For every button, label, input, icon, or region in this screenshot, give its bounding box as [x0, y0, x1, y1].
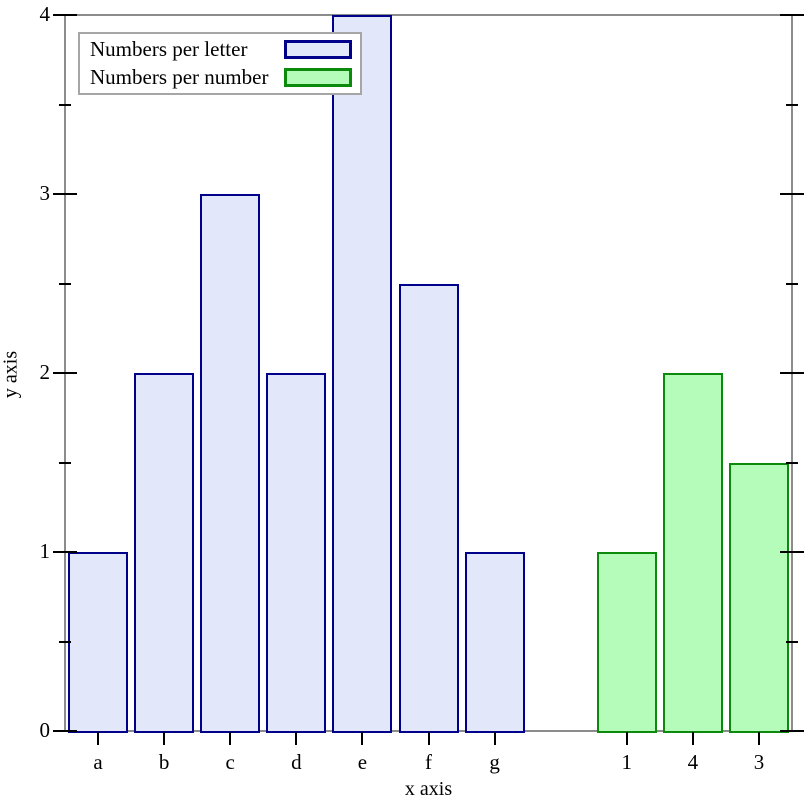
bar-e: [332, 15, 393, 733]
bar-d: [266, 373, 327, 733]
axis-tick: [59, 103, 71, 106]
axis-tick: [691, 732, 694, 745]
axis-tick: [786, 640, 798, 643]
x-tick-label: e: [357, 750, 368, 774]
axis-tick: [53, 730, 77, 732]
axis-tick: [427, 732, 430, 745]
x-tick-label: 4: [687, 750, 699, 774]
bar-g: [464, 552, 525, 733]
axis-tick: [780, 551, 804, 553]
axis-tick: [757, 732, 760, 745]
x-tick-label: a: [93, 750, 103, 774]
legend-item-letters: Numbers per letter: [90, 37, 352, 62]
axis-tick: [786, 103, 798, 106]
x-tick-label: 1: [621, 750, 633, 774]
axis-tick: [493, 732, 496, 745]
bar-a: [68, 552, 129, 733]
axis-tick: [53, 14, 77, 16]
axis-tick: [163, 732, 166, 745]
axis-tick: [780, 193, 804, 195]
legend-label-letters: Numbers per letter: [90, 37, 248, 61]
x-tick-label: b: [158, 750, 170, 774]
axis-tick: [59, 282, 71, 285]
axis-tick: [59, 461, 71, 464]
axis-tick: [59, 640, 71, 643]
axis-tick: [786, 282, 798, 285]
axis-tick: [780, 14, 804, 16]
legend: Numbers per letter Numbers per number: [78, 32, 362, 95]
x-tick-label: g: [489, 750, 500, 774]
y-tick-label: 0: [39, 718, 51, 742]
bar-4: [662, 373, 723, 733]
axis-tick: [53, 551, 77, 553]
bar-c: [200, 194, 261, 733]
x-tick-label: f: [425, 750, 432, 774]
bar-b: [134, 373, 195, 733]
y-tick-label: 1: [39, 539, 51, 563]
legend-swatch-letters: [284, 40, 352, 59]
axis-tick: [780, 372, 804, 374]
bar-3: [728, 462, 789, 733]
axis-tick: [53, 372, 77, 374]
x-tick-label: 3: [753, 750, 765, 774]
legend-label-numbers: Numbers per number: [90, 65, 269, 89]
y-tick-label: 2: [39, 360, 51, 384]
legend-item-numbers: Numbers per number: [90, 65, 352, 90]
legend-swatch-numbers: [284, 68, 352, 87]
y-tick-label: 4: [39, 2, 51, 26]
axis-tick: [780, 730, 804, 732]
y-axis-title: y axis: [0, 350, 22, 399]
axis-tick: [97, 732, 100, 745]
axis-tick: [786, 461, 798, 464]
y-tick-label: 3: [39, 181, 51, 205]
axis-tick: [53, 193, 77, 195]
x-tick-label: c: [225, 750, 235, 774]
axis-tick: [229, 732, 232, 745]
axis-tick: [295, 732, 298, 745]
x-axis-title: x axis: [404, 778, 453, 800]
x-tick-label: d: [291, 750, 302, 774]
bar-f: [398, 283, 459, 733]
axis-tick: [625, 732, 628, 745]
axis-tick: [361, 732, 364, 745]
bar-1: [596, 552, 657, 733]
